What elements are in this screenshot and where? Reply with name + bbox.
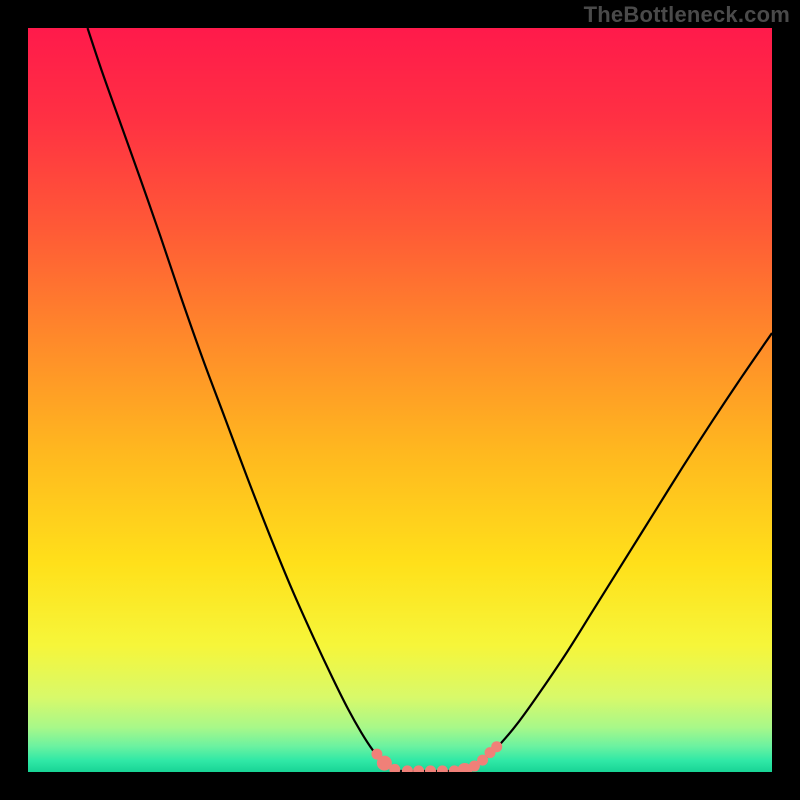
bottleneck-curve-chart — [28, 28, 772, 772]
watermark-label: TheBottleneck.com — [584, 2, 790, 28]
marker-point — [491, 741, 502, 752]
plot-area — [28, 28, 772, 772]
chart-frame: TheBottleneck.com — [0, 0, 800, 800]
gradient-background — [28, 28, 772, 772]
